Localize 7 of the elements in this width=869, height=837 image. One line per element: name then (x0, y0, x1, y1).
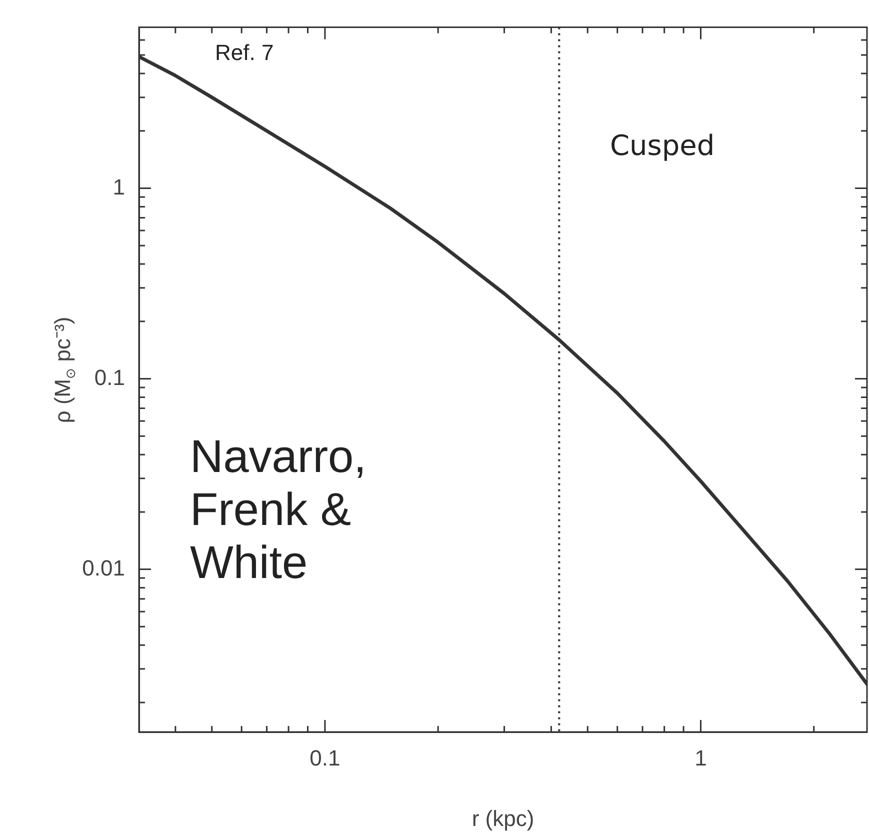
y-tick-label: 0.01 (82, 555, 125, 580)
y-tick-label: 0.1 (94, 364, 125, 390)
annotation: Cusped (610, 129, 715, 162)
x-axis-title: r (kpc) (472, 806, 534, 831)
y-tick-label: 1 (112, 174, 125, 200)
annotation: Navarro, Frenk & White (190, 430, 366, 589)
annotation: Ref. 7 (215, 40, 274, 66)
